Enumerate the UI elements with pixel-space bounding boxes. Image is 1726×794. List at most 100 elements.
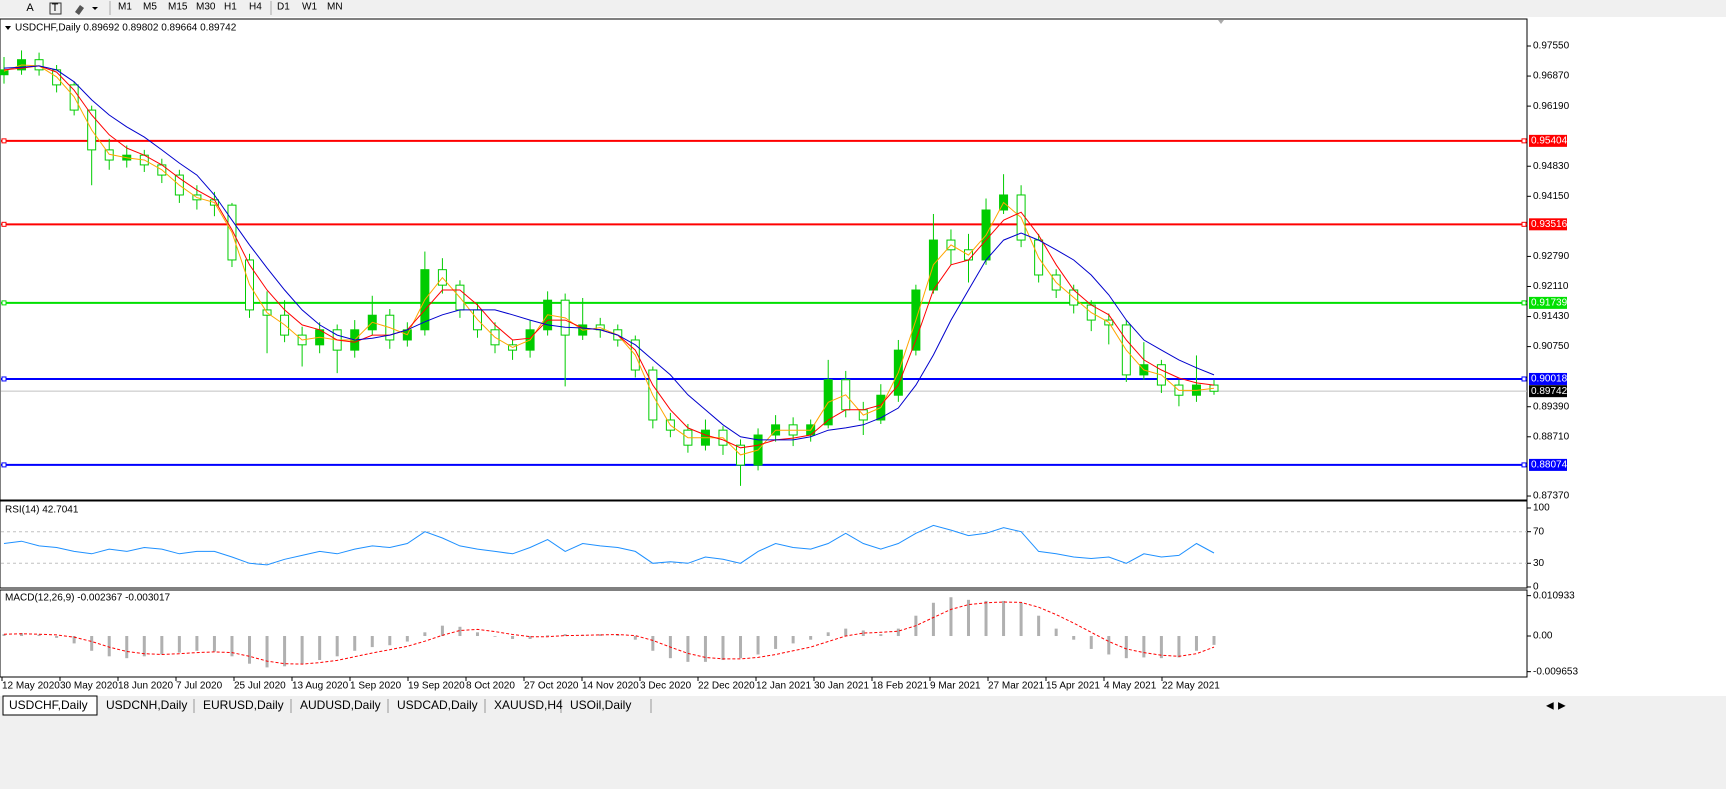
- macd-bar: [616, 634, 620, 637]
- macd-bar: [546, 635, 550, 637]
- rsi-line: [3, 524, 1215, 566]
- x-tick-label: 4 May 2021: [1104, 681, 1157, 692]
- level-label-box: [1529, 458, 1567, 471]
- scroll-right[interactable]: ▶: [1558, 701, 1566, 712]
- x-tick-label: 13 Aug 2020: [292, 681, 349, 692]
- x-tick-label: 27 Mar 2021: [988, 681, 1045, 692]
- y-tick-label: 0.92110: [1533, 281, 1569, 292]
- macd-bar: [896, 628, 900, 637]
- macd-bar: [1212, 636, 1216, 645]
- macd-bar: [388, 636, 392, 646]
- macd-bar: [283, 636, 287, 667]
- timeframe-button[interactable]: W1: [302, 2, 317, 13]
- macd-bar: [1194, 636, 1198, 651]
- x-tick-label: 7 Jul 2020: [176, 681, 223, 692]
- draw-tool-icon[interactable]: [75, 5, 84, 15]
- tab[interactable]: XAUUSD,H4: [494, 698, 563, 712]
- macd-bar: [440, 625, 444, 637]
- macd-bar: [774, 636, 778, 649]
- main-panel: [0, 18, 1528, 501]
- tab[interactable]: AUDUSD,Daily: [300, 698, 381, 712]
- y-tick-label: -0.009653: [1533, 666, 1578, 677]
- macd-bar: [1002, 600, 1006, 637]
- x-tick-label: 12 May 2020: [2, 681, 60, 692]
- x-tick-label: 18 Feb 2021: [872, 681, 929, 692]
- macd-bar: [949, 597, 953, 637]
- macd-bar: [1142, 636, 1146, 658]
- collapse-arrow[interactable]: [5, 26, 11, 30]
- timeframe-button[interactable]: M15: [168, 2, 188, 13]
- y-tick-label: 0.91430: [1533, 311, 1570, 322]
- level-handle: [1, 462, 7, 468]
- x-tick-label: 22 Dec 2020: [698, 681, 755, 692]
- level-handle: [1, 300, 7, 306]
- macd-bar: [844, 628, 848, 637]
- tab[interactable]: USDCNH,Daily: [106, 698, 187, 712]
- macd-bar: [353, 636, 357, 651]
- macd-bar: [1072, 636, 1076, 640]
- macd-bar: [791, 636, 795, 644]
- timeframe-button[interactable]: D1: [277, 2, 290, 13]
- y-tick-label: 0.94830: [1533, 161, 1570, 172]
- tool-button[interactable]: A: [26, 2, 34, 14]
- macd-bar: [739, 636, 743, 659]
- macd-bar: [160, 636, 164, 655]
- y-tick-label: 70: [1533, 526, 1545, 537]
- macd-bar: [721, 636, 725, 661]
- macd-bar: [1019, 602, 1023, 637]
- level-label-box: [1529, 296, 1567, 309]
- rsi-panel: [0, 500, 1528, 589]
- y-tick-label: 0.89390: [1533, 401, 1570, 412]
- macd-bar: [598, 634, 602, 637]
- scroll-left[interactable]: ◀: [1546, 701, 1554, 712]
- macd-bar: [1089, 636, 1093, 649]
- panel-title: RSI(14) 42.7041: [5, 505, 79, 516]
- tab[interactable]: EURUSD,Daily: [203, 698, 284, 712]
- macd-bar: [809, 636, 813, 640]
- y-tick-label: 0.88710: [1533, 431, 1570, 442]
- tool-button[interactable]: T: [52, 2, 59, 14]
- shift-marker: [1218, 20, 1224, 24]
- tab[interactable]: USDCAD,Daily: [397, 698, 478, 712]
- macd-bar: [370, 636, 374, 648]
- level-handle: [1, 138, 7, 144]
- macd-bar: [2, 634, 6, 637]
- timeframe-button[interactable]: M5: [143, 2, 157, 13]
- active-tab: [2, 695, 98, 716]
- x-tick-label: 14 Nov 2020: [582, 681, 639, 692]
- level-handle: [1521, 376, 1527, 382]
- level-handle: [1521, 221, 1527, 227]
- x-tick-label: 19 Sep 2020: [408, 681, 465, 692]
- x-tick-label: 8 Oct 2020: [466, 681, 515, 692]
- x-tick-label: 27 Oct 2020: [524, 681, 579, 692]
- tab[interactable]: USDCHF,Daily: [9, 698, 88, 712]
- macd-bar: [1054, 628, 1058, 637]
- timeframe-button[interactable]: M1: [118, 2, 132, 13]
- level-label: 0.90018: [1531, 374, 1568, 385]
- tool-box: [49, 2, 62, 15]
- x-tick-label: 18 Jun 2020: [118, 681, 173, 692]
- macd-bar: [756, 636, 760, 655]
- level-handle: [1, 376, 7, 382]
- macd-panel: [0, 589, 1528, 678]
- macd-bar: [195, 636, 199, 651]
- x-tick-label: 12 Jan 2021: [756, 681, 811, 692]
- tab[interactable]: USOil,Daily: [570, 698, 631, 712]
- x-tick-label: 30 Jan 2021: [814, 681, 869, 692]
- candle-body: [34, 59, 44, 71]
- level-label-box: [1529, 372, 1567, 385]
- dropdown-arrow: [92, 7, 98, 10]
- macd-bar: [1037, 615, 1041, 637]
- x-tick-label: 22 May 2021: [1162, 681, 1220, 692]
- macd-bar: [1124, 636, 1128, 659]
- timeframe-button[interactable]: H4: [249, 2, 262, 13]
- x-tick-label: 3 Dec 2020: [640, 681, 692, 692]
- macd-bar: [177, 636, 181, 653]
- y-tick-label: 0: [1533, 582, 1539, 593]
- macd-bar: [423, 632, 427, 637]
- x-tick-label: 1 Sep 2020: [350, 681, 402, 692]
- timeframe-button[interactable]: M30: [196, 2, 216, 13]
- timeframe-button[interactable]: MN: [327, 2, 343, 13]
- timeframe-button[interactable]: H1: [224, 2, 237, 13]
